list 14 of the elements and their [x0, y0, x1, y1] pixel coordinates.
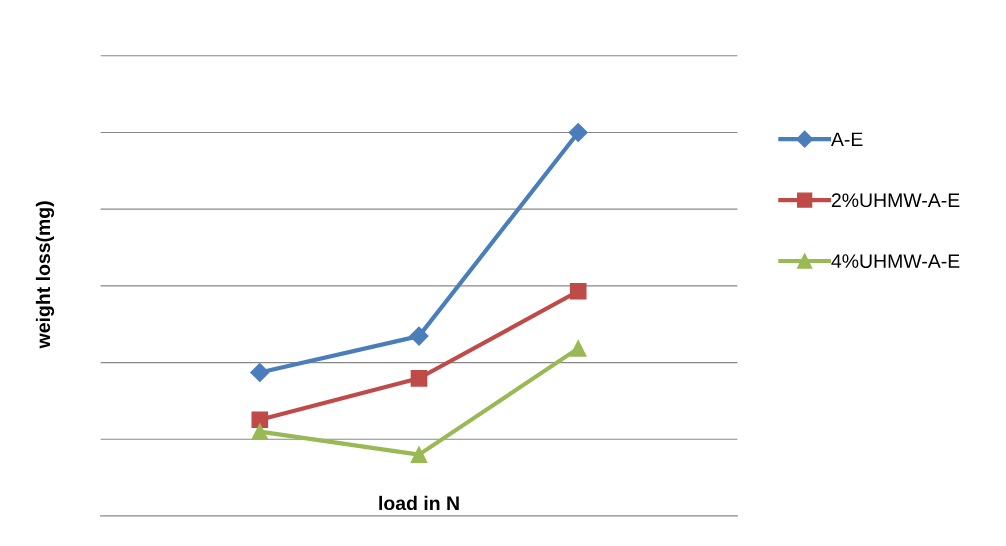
point — [569, 282, 587, 300]
point — [410, 369, 428, 387]
legend-label: 4%UHMW-A-E — [831, 254, 960, 269]
x-axis-title: load in N — [379, 495, 459, 511]
point — [568, 122, 588, 143]
point — [251, 423, 269, 440]
legend-label: 2%UHMW-A-E — [831, 193, 960, 208]
legend-label: A-E — [830, 132, 863, 147]
y-axis-title: weight loss(mg) — [35, 201, 55, 349]
point — [250, 363, 270, 383]
point — [569, 340, 587, 357]
point — [409, 326, 429, 346]
point — [410, 446, 428, 463]
point — [251, 411, 269, 429]
